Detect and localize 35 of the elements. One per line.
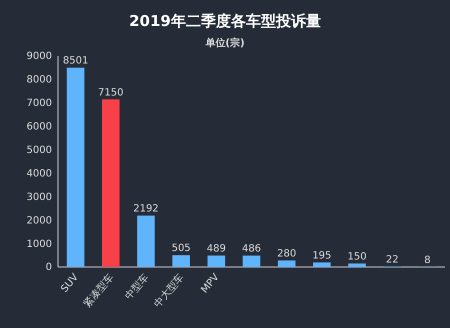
- bar: [137, 216, 155, 267]
- data-label: 150: [348, 251, 367, 262]
- bar: [102, 99, 120, 267]
- bar: [313, 262, 331, 267]
- data-label: 486: [242, 244, 262, 255]
- y-tick-label: 0: [46, 262, 52, 274]
- data-label: 8501: [62, 56, 88, 67]
- y-tick-label: 9000: [26, 51, 52, 62]
- data-label: 2192: [133, 204, 159, 215]
- bar: [66, 68, 84, 267]
- y-tick-label: 3000: [26, 192, 52, 203]
- data-label: 8: [424, 254, 431, 266]
- y-tick-label: 2000: [26, 215, 52, 226]
- data-label: 7150: [98, 87, 124, 98]
- bar: [172, 255, 190, 267]
- x-tick-label: 紧凑型车: [81, 271, 116, 310]
- data-label: 489: [206, 244, 226, 255]
- y-tick-label: 8000: [26, 74, 52, 86]
- bar: [348, 263, 366, 267]
- y-tick-label: 1000: [26, 238, 52, 250]
- x-tick-label: 中大型车: [152, 271, 186, 310]
- data-label: 22: [386, 254, 399, 266]
- bar: [242, 256, 260, 267]
- chart-subtitle: 单位(宗): [204, 37, 245, 49]
- y-tick-label: 7000: [26, 98, 52, 110]
- data-label: 280: [277, 248, 296, 260]
- bar: [208, 256, 226, 267]
- y-tick-label: 5000: [26, 144, 52, 156]
- y-tick-label: 4000: [26, 168, 52, 180]
- chart-title: 2019年二季度各车型投诉量: [129, 12, 321, 30]
- data-label: 505: [172, 243, 191, 254]
- bar: [278, 260, 296, 267]
- data-label: 195: [312, 250, 332, 262]
- y-tick-label: 6000: [26, 122, 52, 133]
- x-tick-label: 中型车: [122, 271, 152, 302]
